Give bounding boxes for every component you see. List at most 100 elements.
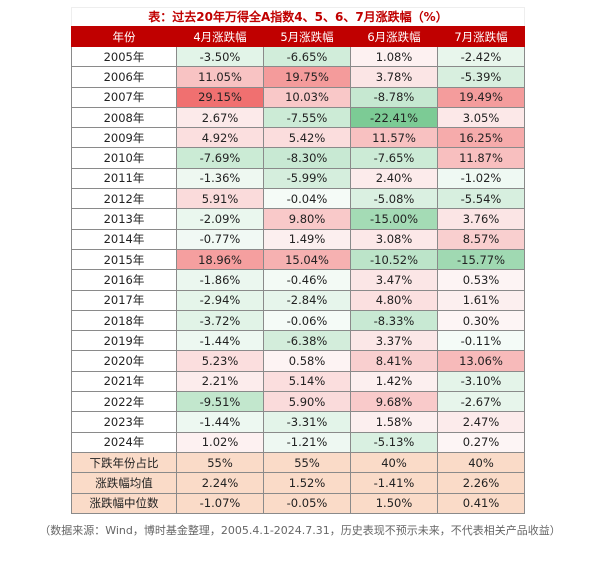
table-row: 2017年 -2.94% -2.84% 4.80% 1.61% bbox=[71, 289, 525, 311]
return-cell: 3.37% bbox=[350, 330, 438, 352]
return-cell: 1.49% bbox=[263, 228, 351, 250]
return-cell: -15.00% bbox=[350, 208, 438, 230]
return-cell: -2.94% bbox=[176, 289, 264, 311]
table-row: 2022年 -9.51% 5.90% 9.68% -2.67% bbox=[71, 391, 525, 413]
return-cell: 0.30% bbox=[437, 309, 525, 332]
return-cell: 2.21% bbox=[176, 370, 264, 393]
return-cell: 0.58% bbox=[263, 350, 351, 372]
return-cell: -1.44% bbox=[176, 411, 264, 433]
year-cell: 2010年 bbox=[71, 147, 177, 169]
column-header: 年份 bbox=[71, 26, 177, 47]
year-cell: 2019年 bbox=[71, 330, 177, 352]
table-row: 2011年 -1.36% -5.99% 2.40% -1.02% bbox=[71, 167, 525, 190]
return-cell: 0.27% bbox=[437, 431, 525, 453]
year-cell: 2013年 bbox=[71, 208, 177, 230]
table-row: 2009年 4.92% 5.42% 11.57% 16.25% bbox=[71, 127, 525, 149]
source-note: （数据来源：Wind，博时基金整理，2005.4.1-2024.7.31，历史表… bbox=[39, 524, 561, 537]
column-header: 5月涨跌幅 bbox=[263, 26, 351, 47]
return-cell: -0.46% bbox=[263, 269, 351, 291]
summary-value: 55% bbox=[263, 451, 351, 474]
return-cell: -6.38% bbox=[263, 330, 351, 352]
return-cell: -10.52% bbox=[350, 248, 438, 271]
return-cell: 5.91% bbox=[176, 188, 264, 210]
return-cell: 2.47% bbox=[437, 411, 525, 433]
return-cell: -2.09% bbox=[176, 208, 264, 230]
table-row: 2021年 2.21% 5.14% 1.42% -3.10% bbox=[71, 370, 525, 393]
summary-value: -1.07% bbox=[176, 492, 264, 514]
year-cell: 2011年 bbox=[71, 167, 177, 190]
column-header: 4月涨跌幅 bbox=[176, 26, 264, 47]
year-cell: 2006年 bbox=[71, 66, 177, 88]
summary-value: -0.05% bbox=[263, 492, 351, 514]
return-cell: -8.30% bbox=[263, 147, 351, 169]
return-cell: 11.57% bbox=[350, 127, 438, 149]
table-row: 2019年 -1.44% -6.38% 3.37% -0.11% bbox=[71, 330, 525, 352]
return-cell: 19.75% bbox=[263, 66, 351, 88]
summary-row: 涨跌幅中位数 -1.07% -0.05% 1.50% 0.41% bbox=[71, 492, 525, 514]
return-cell: 18.96% bbox=[176, 248, 264, 271]
return-cell: 11.87% bbox=[437, 147, 525, 169]
return-cell: -2.84% bbox=[263, 289, 351, 311]
return-cell: 8.57% bbox=[437, 228, 525, 250]
return-cell: -6.65% bbox=[263, 45, 351, 68]
year-cell: 2015年 bbox=[71, 248, 177, 271]
return-cell: 5.14% bbox=[263, 370, 351, 393]
return-cell: -5.99% bbox=[263, 167, 351, 190]
return-cell: 1.02% bbox=[176, 431, 264, 453]
return-cell: 10.03% bbox=[263, 86, 351, 108]
summary-value: 40% bbox=[350, 451, 438, 474]
column-header: 6月涨跌幅 bbox=[350, 26, 438, 47]
table-row: 2005年 -3.50% -6.65% 1.08% -2.42% bbox=[71, 45, 525, 68]
return-cell: 16.25% bbox=[437, 127, 525, 149]
summary-value: -1.41% bbox=[350, 472, 438, 494]
year-cell: 2008年 bbox=[71, 106, 177, 129]
return-cell: 1.42% bbox=[350, 370, 438, 393]
returns-table-container: 表：过去20年万得全A指数4、5、6、7月涨跌幅（%） 年份 4月涨跌幅 5月涨跌幅… bbox=[71, 7, 525, 514]
return-cell: 4.80% bbox=[350, 289, 438, 311]
year-cell: 2012年 bbox=[71, 188, 177, 210]
return-cell: -0.06% bbox=[263, 309, 351, 332]
return-cell: 2.67% bbox=[176, 106, 264, 129]
return-cell: 3.78% bbox=[350, 66, 438, 88]
return-cell: 5.42% bbox=[263, 127, 351, 149]
return-cell: 5.23% bbox=[176, 350, 264, 372]
return-cell: 0.53% bbox=[437, 269, 525, 291]
return-cell: -5.08% bbox=[350, 188, 438, 210]
table-row: 2010年 -7.69% -8.30% -7.65% 11.87% bbox=[71, 147, 525, 169]
return-cell: -3.10% bbox=[437, 370, 525, 393]
return-cell: -7.65% bbox=[350, 147, 438, 169]
return-cell: 1.61% bbox=[437, 289, 525, 311]
summary-value: 0.41% bbox=[437, 492, 525, 514]
return-cell: -8.33% bbox=[350, 309, 438, 332]
table-row: 2014年 -0.77% 1.49% 3.08% 8.57% bbox=[71, 228, 525, 250]
summary-value: 2.24% bbox=[176, 472, 264, 494]
summary-value: 2.26% bbox=[437, 472, 525, 494]
return-cell: -3.31% bbox=[263, 411, 351, 433]
return-cell: 5.90% bbox=[263, 391, 351, 413]
return-cell: 2.40% bbox=[350, 167, 438, 190]
summary-value: 40% bbox=[437, 451, 525, 474]
year-cell: 2017年 bbox=[71, 289, 177, 311]
year-cell: 2018年 bbox=[71, 309, 177, 332]
header-row: 年份 4月涨跌幅 5月涨跌幅 6月涨跌幅 7月涨跌幅 bbox=[71, 26, 525, 47]
year-cell: 2016年 bbox=[71, 269, 177, 291]
table-row: 2013年 -2.09% 9.80% -15.00% 3.76% bbox=[71, 208, 525, 230]
return-cell: -1.02% bbox=[437, 167, 525, 190]
return-cell: -5.13% bbox=[350, 431, 438, 453]
return-cell: 1.08% bbox=[350, 45, 438, 68]
year-cell: 2020年 bbox=[71, 350, 177, 372]
return-cell: 1.58% bbox=[350, 411, 438, 433]
year-cell: 2007年 bbox=[71, 86, 177, 108]
return-cell: -0.77% bbox=[176, 228, 264, 250]
year-cell: 2024年 bbox=[71, 431, 177, 453]
return-cell: 15.04% bbox=[263, 248, 351, 271]
return-cell: -5.54% bbox=[437, 188, 525, 210]
table-row: 2012年 5.91% -0.04% -5.08% -5.54% bbox=[71, 188, 525, 210]
summary-value: 1.50% bbox=[350, 492, 438, 514]
year-cell: 2023年 bbox=[71, 411, 177, 433]
summary-value: 55% bbox=[176, 451, 264, 474]
summary-label: 下跌年份占比 bbox=[71, 451, 177, 474]
year-cell: 2014年 bbox=[71, 228, 177, 250]
return-cell: 8.41% bbox=[350, 350, 438, 372]
return-cell: -1.44% bbox=[176, 330, 264, 352]
